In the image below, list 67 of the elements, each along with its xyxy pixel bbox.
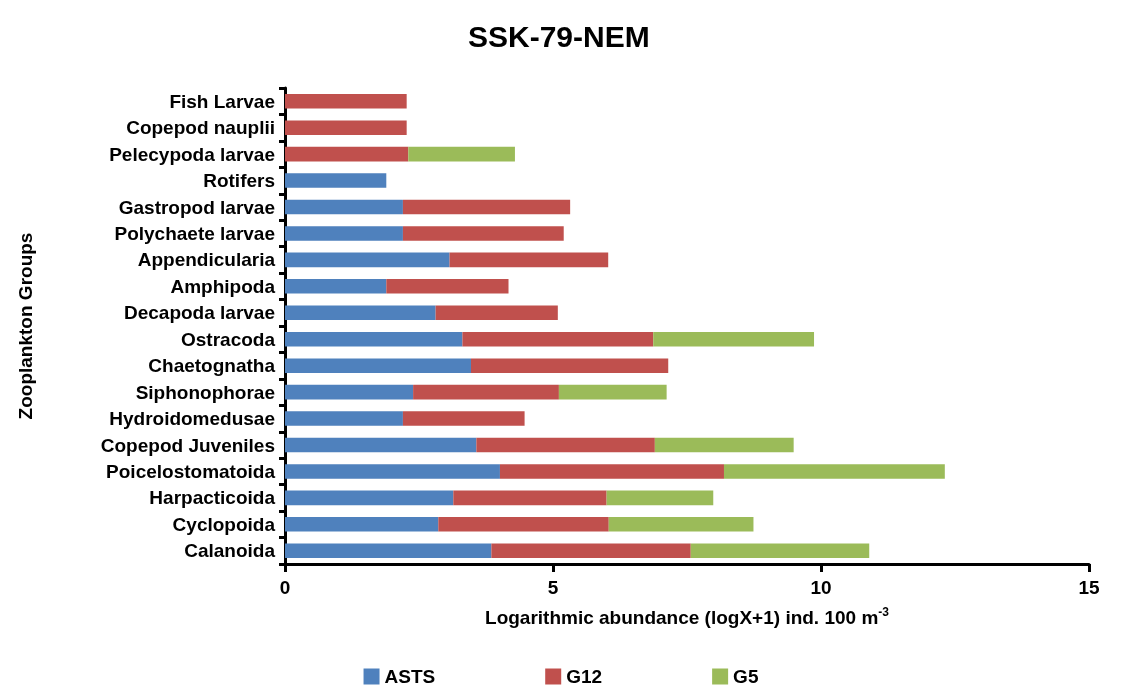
- bar: [438, 517, 609, 532]
- y-tick-label: Rotifers: [203, 170, 275, 192]
- bar: [606, 490, 714, 506]
- y-tick-label: Appendicularia: [137, 249, 276, 271]
- legend-label: G12: [566, 666, 603, 687]
- bar: [285, 93, 407, 109]
- y-axis-title: Zooplankton Groups: [15, 232, 36, 420]
- y-tick-label: Fish Larvae: [169, 90, 275, 112]
- bar: [453, 490, 607, 506]
- bar: [285, 305, 436, 321]
- y-tick-label: Poicelostomatoida: [106, 460, 276, 482]
- y-tick-label: Ostracoda: [181, 328, 276, 350]
- bar: [558, 384, 667, 400]
- bar: [386, 279, 509, 294]
- bar: [285, 173, 387, 188]
- bar: [608, 517, 754, 532]
- bar: [402, 411, 525, 426]
- bar: [653, 331, 815, 347]
- bar: [285, 437, 477, 453]
- bar: [449, 252, 609, 268]
- y-tick-label: Harpacticoida: [149, 487, 276, 509]
- y-tick-label: Cyclopoida: [172, 513, 276, 535]
- y-tick-label: Hydroidomedusae: [109, 408, 275, 430]
- y-tick-label: Gastropod larvae: [118, 196, 275, 218]
- bar: [285, 331, 463, 347]
- bar: [435, 305, 558, 321]
- bar: [285, 358, 471, 373]
- bar: [723, 464, 945, 479]
- bar: [413, 384, 559, 400]
- bar: [285, 279, 387, 294]
- bar: [285, 543, 492, 559]
- x-tick-label: 0: [279, 577, 291, 598]
- y-tick-label: Pelecypoda larvae: [109, 143, 275, 165]
- bar: [285, 226, 403, 241]
- y-tick-label: Decapoda larvae: [123, 302, 275, 324]
- bar: [285, 146, 409, 162]
- legend-label: G5: [733, 666, 759, 687]
- bar: [285, 384, 414, 400]
- bar: [491, 543, 691, 559]
- y-tick-label: Amphipoda: [170, 275, 276, 297]
- y-tick-label: Calanoida: [184, 540, 276, 562]
- bar: [690, 543, 870, 559]
- chart-title: SSK-79-NEM: [468, 19, 650, 53]
- x-tick-label: 10: [810, 577, 832, 598]
- bar: [476, 437, 655, 453]
- bar: [402, 199, 571, 215]
- y-tick-label: Chaetognatha: [148, 355, 276, 377]
- bar: [654, 437, 794, 453]
- bar: [285, 199, 403, 215]
- bar: [462, 331, 654, 347]
- bar: [499, 464, 724, 479]
- bar: [470, 358, 669, 373]
- x-tick-label: 5: [547, 577, 559, 598]
- bar: [285, 411, 403, 426]
- bar: [285, 252, 450, 268]
- bar: [285, 464, 500, 479]
- y-tick-label: Copepod Juveniles: [100, 434, 275, 456]
- bar: [285, 490, 454, 506]
- bar: [285, 517, 439, 532]
- bar: [402, 226, 564, 241]
- y-tick-label: Copepod nauplii: [126, 117, 275, 139]
- y-tick-label: Siphonophorae: [135, 381, 275, 403]
- bar: [285, 120, 407, 135]
- legend-label: ASTS: [384, 666, 436, 687]
- y-tick-label: Polychaete larvae: [114, 222, 275, 244]
- bar: [408, 146, 515, 162]
- x-tick-label: 15: [1078, 577, 1100, 598]
